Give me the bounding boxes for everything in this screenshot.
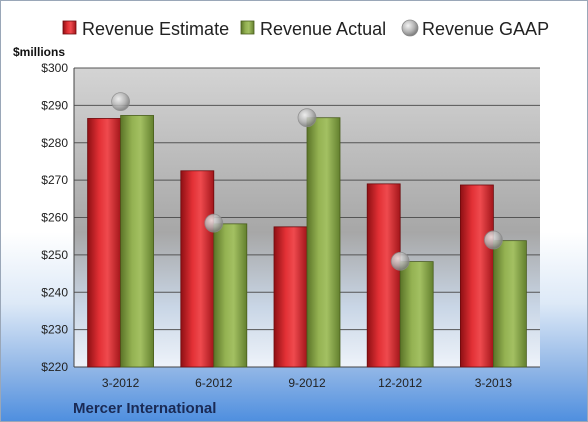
bar-revenue-actual-12-2012 [399, 261, 434, 368]
bar-revenue-actual-6-2012 [213, 223, 248, 368]
bar-revenue-actual-3-2012 [120, 115, 154, 368]
y-tick-label: $250 [41, 248, 68, 262]
x-tick-label: 9-2012 [288, 376, 326, 390]
point-revenue-gaap-6-2012 [204, 213, 224, 233]
legend-swatch-revenue-gaap [401, 19, 419, 37]
legend-label-revenue-gaap: Revenue GAAP [422, 19, 549, 39]
bar-revenue-estimate-3-2012 [87, 118, 121, 368]
point-revenue-gaap-3-2012 [111, 92, 130, 112]
legend-label-revenue-estimate: Revenue Estimate [82, 19, 229, 39]
legend-swatch-revenue-estimate [62, 20, 77, 35]
bar-revenue-estimate-3-2013 [459, 184, 494, 368]
y-tick-label: $300 [41, 61, 68, 75]
bar-revenue-actual-3-2013 [492, 240, 527, 368]
bar-revenue-estimate-6-2012 [180, 170, 215, 368]
y-unit-label: $millions [13, 45, 65, 59]
bar-revenue-estimate-9-2012 [273, 226, 308, 368]
bar-revenue-actual-9-2012 [306, 117, 341, 368]
x-tick-label: 3-2013 [475, 376, 513, 390]
y-tick-label: $280 [41, 136, 68, 150]
y-tick-label: $260 [41, 211, 68, 225]
legend: Revenue Estimate Revenue Actual Revenue GA… [62, 19, 549, 39]
x-tick-label: 12-2012 [378, 376, 422, 390]
legend-swatch-revenue-actual [240, 20, 255, 35]
point-revenue-gaap-3-2013 [483, 230, 503, 250]
legend-label-revenue-actual: Revenue Actual [260, 19, 386, 39]
y-tick-label: $240 [41, 285, 68, 299]
plot-area: $220 $230 $240 $250 $260 $270 $280 $290 $300 3-20… [41, 61, 540, 390]
y-tick-label: $290 [41, 98, 68, 112]
point-revenue-gaap-9-2012 [297, 108, 317, 128]
bar-revenue-estimate-12-2012 [366, 183, 401, 368]
x-tick-label: 3-2012 [102, 376, 140, 390]
y-tick-label: $220 [41, 360, 68, 374]
y-tick-label: $230 [41, 323, 68, 337]
company-name: Mercer International [73, 400, 216, 417]
y-tick-label: $270 [41, 173, 68, 187]
x-tick-label: 6-2012 [195, 376, 233, 390]
point-revenue-gaap-12-2012 [390, 251, 410, 271]
